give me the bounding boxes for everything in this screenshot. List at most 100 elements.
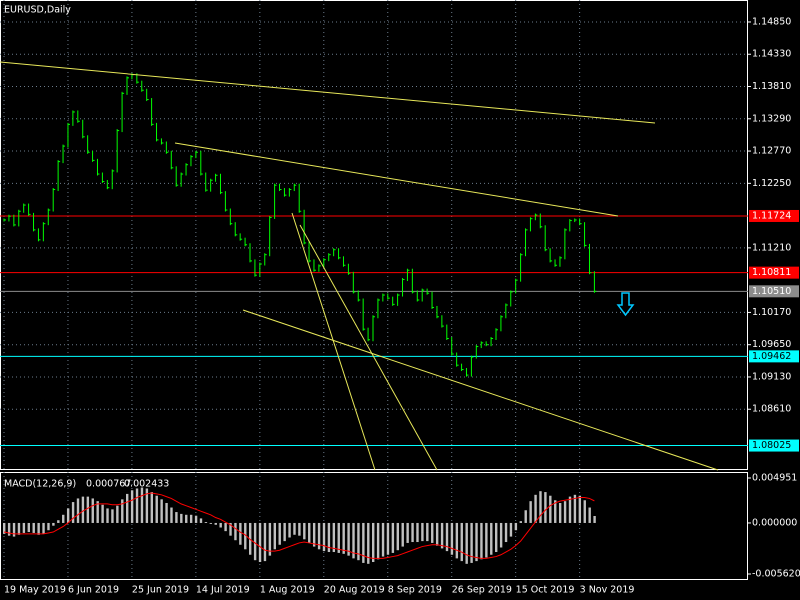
macd-histogram-bar <box>155 495 158 523</box>
macd-histogram-bar <box>460 522 463 562</box>
macd-histogram-bar <box>475 522 478 562</box>
y-tick-label: 1.13290 <box>752 113 791 124</box>
y-tick-label: 1.08610 <box>752 404 791 415</box>
macd-histogram-bar <box>588 507 591 523</box>
macd-histogram-bar <box>62 514 65 523</box>
bars-layer <box>3 73 597 564</box>
macd-histogram-bar <box>490 522 493 555</box>
macd-histogram-bar <box>317 522 321 550</box>
x-tick-label: 3 Nov 2019 <box>580 585 635 596</box>
trendlines <box>0 61 719 471</box>
macd-histogram-bar <box>495 522 498 553</box>
macd-histogram-bar <box>86 496 90 523</box>
price-level-tag <box>749 439 799 452</box>
macd-histogram-bar <box>519 521 522 523</box>
macd-histogram-bar <box>140 487 144 523</box>
trendline <box>0 61 656 124</box>
macd-histogram-bar <box>76 498 80 523</box>
x-tick-label: 1 Aug 2019 <box>260 585 315 596</box>
macd-histogram-bar <box>180 513 183 523</box>
macd-histogram-bar <box>224 522 227 532</box>
macd-histogram-bar <box>160 499 163 523</box>
macd-histogram-bar <box>22 522 26 533</box>
sell-arrow <box>616 292 635 317</box>
macd-histogram-bar <box>116 505 119 523</box>
macd-histogram-bar <box>431 522 434 543</box>
x-tick-label: 15 Oct 2019 <box>516 585 575 596</box>
macd-histogram-bar <box>303 522 306 540</box>
y-tick-label: -0.005620 <box>752 568 800 579</box>
macd-histogram-bar <box>7 522 11 536</box>
macd-histogram-bar <box>263 522 267 562</box>
macd-histogram-bar <box>416 522 419 543</box>
macd-histogram-bar <box>42 522 45 534</box>
macd-histogram-bar <box>57 520 60 523</box>
macd-histogram-bar <box>298 522 301 536</box>
x-tick-label: 26 Sep 2019 <box>452 585 512 596</box>
trendline <box>242 309 719 471</box>
labels-layer: 1.14850 1.14330 1.13810 1.13290 1.12770 1.122… <box>4 16 800 595</box>
macd-histogram-bar <box>455 522 459 559</box>
price-level-tag <box>749 209 799 222</box>
y-tick-label: 0.004951 <box>752 473 797 484</box>
macd-histogram-bar <box>150 492 153 523</box>
macd-histogram-bar <box>426 522 429 542</box>
price-level-label: 1.10510 <box>752 286 791 297</box>
macd-histogram-bar <box>175 512 178 523</box>
macd-histogram-bar <box>244 522 247 550</box>
price-panel-frame <box>0 0 748 470</box>
y-tick-label: 1.09650 <box>752 339 791 350</box>
macd-histogram-bar <box>283 522 286 542</box>
macd-histogram-bar <box>185 514 188 523</box>
y-tick-label: 1.09130 <box>752 371 791 382</box>
macd-histogram-bar <box>549 495 552 523</box>
macd-histogram-bar <box>293 522 296 535</box>
macd-histogram-bar <box>239 522 242 545</box>
y-tick-label: 1.14330 <box>752 49 791 60</box>
macd-histogram-bar <box>322 522 326 552</box>
y-tick-label: 1.14850 <box>752 16 791 27</box>
macd-histogram-bar <box>504 522 508 543</box>
macd-histogram-bar <box>583 500 586 523</box>
y-tick-label: 1.11210 <box>752 242 791 253</box>
macd-histogram-bar <box>204 522 208 523</box>
y-tick-label: 1.13810 <box>752 81 791 92</box>
macd-histogram-bar <box>170 507 173 523</box>
macd-histogram-bar <box>593 515 596 523</box>
chart-title: EURUSD,Daily <box>4 5 71 16</box>
macd-histogram-bar <box>209 522 213 524</box>
macd-histogram-bar <box>66 508 70 523</box>
macd-histogram-bar <box>524 510 527 523</box>
macd-histogram-bar <box>573 494 577 523</box>
macd-histogram-bar <box>401 522 404 547</box>
macd-histogram-bar <box>391 522 395 553</box>
x-tick-label: 19 May 2019 <box>4 585 66 596</box>
macd-histogram-bar <box>101 504 104 523</box>
macd-histogram-bar <box>258 522 262 563</box>
macd-histogram-bar <box>332 522 336 553</box>
macd-histogram-bar <box>194 515 198 523</box>
macd-histogram-bar <box>578 495 582 523</box>
macd-histogram-bar <box>17 522 21 535</box>
x-tick-label: 8 Sep 2019 <box>388 585 442 596</box>
macd-histogram-bar <box>219 522 222 528</box>
macd-histogram-bar <box>234 522 237 541</box>
macd-main-value: 0.000767 <box>86 479 131 490</box>
macd-histogram-bar <box>165 502 168 523</box>
macd-histogram-bar <box>480 522 483 560</box>
macd-histogram-bar <box>130 490 134 523</box>
trendline <box>291 212 376 471</box>
macd-histogram-bar <box>529 501 532 523</box>
macd-histogram-bar <box>312 522 316 547</box>
levels-layer <box>0 215 748 447</box>
price-level-label: 1.10811 <box>752 267 791 278</box>
macd-histogram-bar <box>376 522 380 560</box>
macd-histogram-bar <box>381 522 385 557</box>
macd-histogram-bar <box>253 522 257 561</box>
macd-histogram-bar <box>544 492 547 523</box>
x-tick-label: 25 Jun 2019 <box>132 585 189 596</box>
macd-histogram-bar <box>214 522 217 525</box>
macd-histogram-bar <box>199 518 203 523</box>
x-tick-label: 20 Aug 2019 <box>324 585 385 596</box>
